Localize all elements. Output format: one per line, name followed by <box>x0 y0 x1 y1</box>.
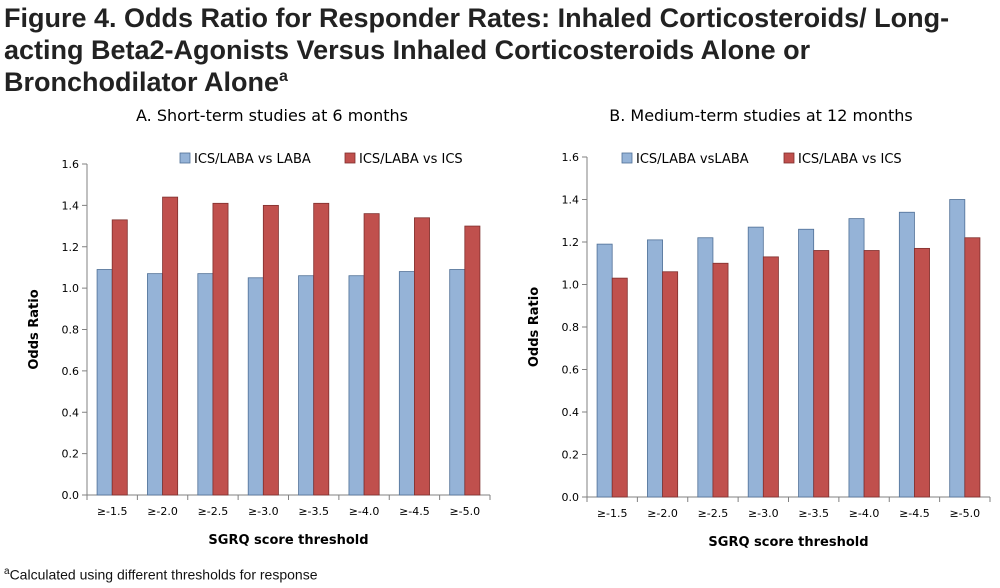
chart-a-bar-blue <box>398 271 415 496</box>
chart-b-bar-red <box>662 271 679 498</box>
chart-b-bar-red <box>611 277 628 498</box>
chart-a-x-tick-label: ≥-2.0 <box>147 505 178 518</box>
chart-b-legend-swatch-blue <box>621 152 633 164</box>
figure-title: Figure 4. Odds Ratio for Responder Rates… <box>4 2 994 98</box>
chart-b-x-tick-label: ≥-4.0 <box>849 507 880 520</box>
chart-a-legend-label: ICS/LABA vs LABA <box>194 152 311 167</box>
chart-b-legend-label: ICS/LABA vs ICS <box>798 152 902 167</box>
chart-b-x-tick-label: ≥-4.5 <box>899 507 930 520</box>
chart-b-y-tick-label: 0.8 <box>562 321 580 334</box>
figure-title-text: Figure 4. Odds Ratio for Responder Rates… <box>4 3 950 97</box>
chart-a-bar-blue <box>197 273 214 496</box>
chart-b-bar-red <box>863 250 880 498</box>
chart-a-y-tick-label: 0.2 <box>62 448 80 461</box>
chart-a-bar-red <box>212 202 229 496</box>
chart-a-x-tick-label: ≥-4.0 <box>349 505 380 518</box>
chart-a-bar-blue <box>247 277 264 496</box>
chart-b-y-tick-label: 1.0 <box>562 279 580 292</box>
footnote: aCalculated using different thresholds f… <box>4 566 318 583</box>
chart-a-bar-red <box>162 196 179 496</box>
chart-a-x-axis-label: SGRQ score threshold <box>208 533 368 548</box>
chart-b-bar-red <box>813 250 830 498</box>
chart-a-x-tick-label: ≥-3.5 <box>298 505 329 518</box>
chart-b-title: B. Medium-term studies at 12 months <box>609 106 912 125</box>
chart-a-legend-swatch-blue <box>179 152 191 164</box>
chart-b-bar-red <box>964 237 981 498</box>
chart-b-x-tick-label: ≥-3.0 <box>748 507 779 520</box>
chart-b-y-axis-label: Odds Ratio <box>527 287 542 367</box>
chart-b-bar-blue <box>596 243 613 498</box>
footnote-text: Calculated using different thresholds fo… <box>9 566 318 583</box>
chart-b-x-axis-label: SGRQ score threshold <box>708 535 868 550</box>
chart-a-y-axis-label: Odds Ratio <box>27 289 42 369</box>
chart-a-bar-blue <box>449 269 466 496</box>
chart-a-legend-label: ICS/LABA vs ICS <box>359 152 463 167</box>
chart-a-y-tick-label: 0.0 <box>62 489 80 502</box>
chart-b-bar-blue <box>798 228 815 498</box>
chart-a-x-tick-label: ≥-3.0 <box>248 505 279 518</box>
chart-b-y-tick-label: 0.0 <box>562 491 580 504</box>
chart-b-bar-blue <box>898 211 915 498</box>
chart-b-x-tick-label: ≥-2.0 <box>647 507 678 520</box>
chart-b-bar-blue <box>949 199 966 498</box>
chart-a-y-tick-label: 1.4 <box>62 199 80 212</box>
figure-title-superscript: a <box>279 68 288 85</box>
chart-b-y-tick-label: 0.4 <box>562 406 580 419</box>
chart-b-y-tick-label: 0.6 <box>562 364 580 377</box>
chart-a-bar-red <box>262 204 279 496</box>
chart-a-y-tick-label: 0.6 <box>62 365 80 378</box>
chart-a-legend-swatch-red <box>344 152 356 164</box>
chart-a-bar-blue <box>147 273 163 496</box>
chart-b-x-tick-label: ≥-5.0 <box>949 507 980 520</box>
chart-a-y-tick-label: 0.4 <box>62 406 80 419</box>
chart-b-bar-blue <box>747 226 764 498</box>
chart-b-x-tick-label: ≥-3.5 <box>798 507 829 520</box>
chart-a-bar-red <box>414 217 430 496</box>
chart-a-y-tick-label: 0.8 <box>62 324 80 337</box>
chart-a-bar-red <box>363 213 380 496</box>
chart-a-bar-blue <box>298 275 315 496</box>
chart-b-bar-red <box>712 262 729 498</box>
chart-b-bar-blue <box>697 237 714 498</box>
chart-a-bar-red <box>464 225 481 496</box>
chart-b-x-tick-label: ≥-1.5 <box>597 507 628 520</box>
chart-a-bar-red <box>313 202 330 496</box>
chart-b-bar-red <box>914 247 930 498</box>
chart-a-bar-blue <box>96 269 113 496</box>
chart-b-legend-label: ICS/LABA vsLABA <box>636 152 749 167</box>
chart-b-legend-swatch-red <box>783 152 795 164</box>
chart-a: A. Short-term studies at 6 months 0.0 0.2 0… <box>27 106 491 548</box>
chart-a-x-tick-label: ≥-5.0 <box>449 505 480 518</box>
chart-a-title: A. Short-term studies at 6 months <box>136 106 408 125</box>
chart-b-y-tick-label: 0.2 <box>562 449 580 462</box>
chart-b-y-tick-label: 1.2 <box>562 236 580 249</box>
chart-a-bar-red <box>111 219 128 496</box>
chart-a-y-tick-label: 1.6 <box>62 158 80 171</box>
chart-b-bar-blue <box>848 218 865 498</box>
chart-b-x-tick-label: ≥-2.5 <box>698 507 729 520</box>
footnote-superscript: a <box>4 566 10 577</box>
chart-b-bar-blue <box>647 239 663 498</box>
chart-a-x-tick-label: ≥-4.5 <box>399 505 430 518</box>
chart-a-x-tick-label: ≥-2.5 <box>198 505 229 518</box>
chart-a-y-tick-label: 1.0 <box>62 282 80 295</box>
chart-b-y-tick-label: 1.4 <box>562 194 580 207</box>
chart-a-bar-blue <box>348 275 365 496</box>
chart-b-y-tick-label: 1.6 <box>562 151 580 164</box>
chart-b: B. Medium-term studies at 12 months 0.0 0.… <box>527 106 991 550</box>
chart-a-y-tick-label: 1.2 <box>62 241 80 254</box>
chart-b-bar-red <box>762 256 779 498</box>
chart-a-x-tick-label: ≥-1.5 <box>97 505 128 518</box>
